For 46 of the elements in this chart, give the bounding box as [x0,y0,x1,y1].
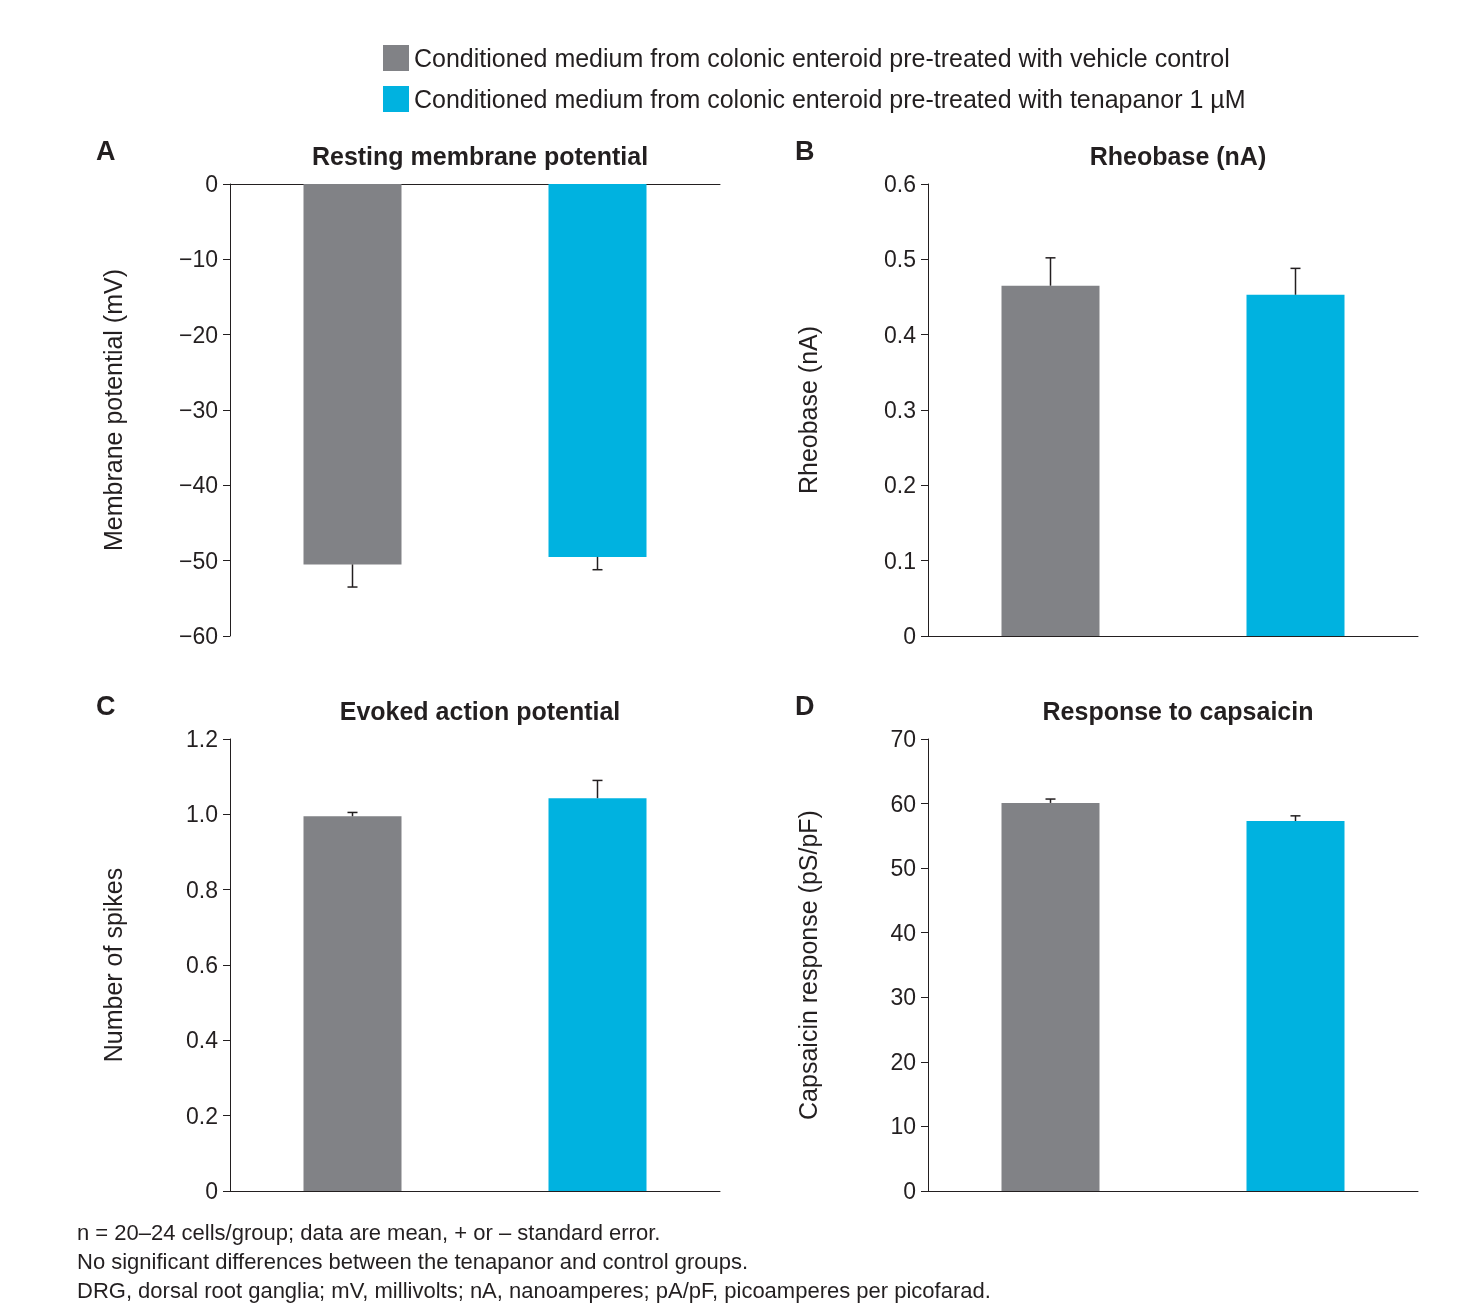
y-tick-label: 40 [890,919,916,946]
y-tick-label: 10 [890,1113,916,1140]
text: D [795,691,815,722]
y-axis-title: Membrane potential (mV) [98,268,127,552]
y-axis-title: Number of spikes [98,867,127,1063]
chart-title: Resting membrane potential [311,141,649,170]
text: No significant differences between the tenapanor and control groups. [77,1248,750,1276]
y-tick-label: 0.4 [186,1027,219,1054]
y-tick-label: 0 [205,1178,218,1204]
y-tick-label: 60 [890,790,916,817]
text: B [795,136,815,167]
y-tick-label: 0.8 [186,876,218,903]
y-tick-label: 50 [890,855,916,882]
y-tick-label: 0.4 [884,321,917,348]
text: A [96,136,116,167]
y-tick-label: −20 [178,321,218,348]
y-tick-label: −30 [178,397,218,423]
y-tick-label: 30 [890,984,916,1011]
y-tick-label: 0.2 [884,472,916,499]
chart-title: Rheobase (nA) [1089,141,1267,170]
y-tick-label: 0.6 [186,952,218,978]
legend-label: Conditioned medium from colonic enteroid pre-treated with tenapanor 1 µM [414,85,1246,113]
legend-label: Conditioned medium from colonic enteroid pre-treated with vehicle control [414,44,1230,72]
y-tick-label: 0 [903,1178,916,1204]
y-tick-label: 1.0 [186,801,218,828]
text: C [96,691,116,722]
y-tick-label: −50 [178,547,218,574]
y-axis-title: Capsaicin response (pS/pF) [793,810,822,1120]
chart-title: Evoked action potential [339,696,621,725]
y-tick-label: 0 [903,623,916,649]
y-axis-title: Rheobase (nA) [793,325,822,495]
y-tick-label: 0.5 [884,246,916,273]
y-tick-label: 0.2 [186,1102,218,1129]
text: DRG, dorsal root ganglia; mV, millivolts; nA, nanoamperes; pA/pF, picoamperes per picofarad. [77,1277,991,1305]
y-tick-label: 0.1 [884,547,916,574]
text: n = 20–24 cells/group; data are mean, + or – standard error. [77,1219,662,1247]
y-tick-label: 0 [205,171,218,197]
y-tick-label: −60 [178,623,218,649]
y-tick-label: 0.6 [884,171,916,197]
y-tick-label: −10 [178,246,218,273]
chart-title: Response to capsaicin [1042,696,1314,725]
y-tick-label: 70 [890,726,916,752]
y-tick-label: 20 [890,1048,916,1075]
y-tick-label: 1.2 [186,726,218,752]
y-tick-label: −40 [178,472,218,499]
y-tick-label: 0.3 [884,397,916,423]
